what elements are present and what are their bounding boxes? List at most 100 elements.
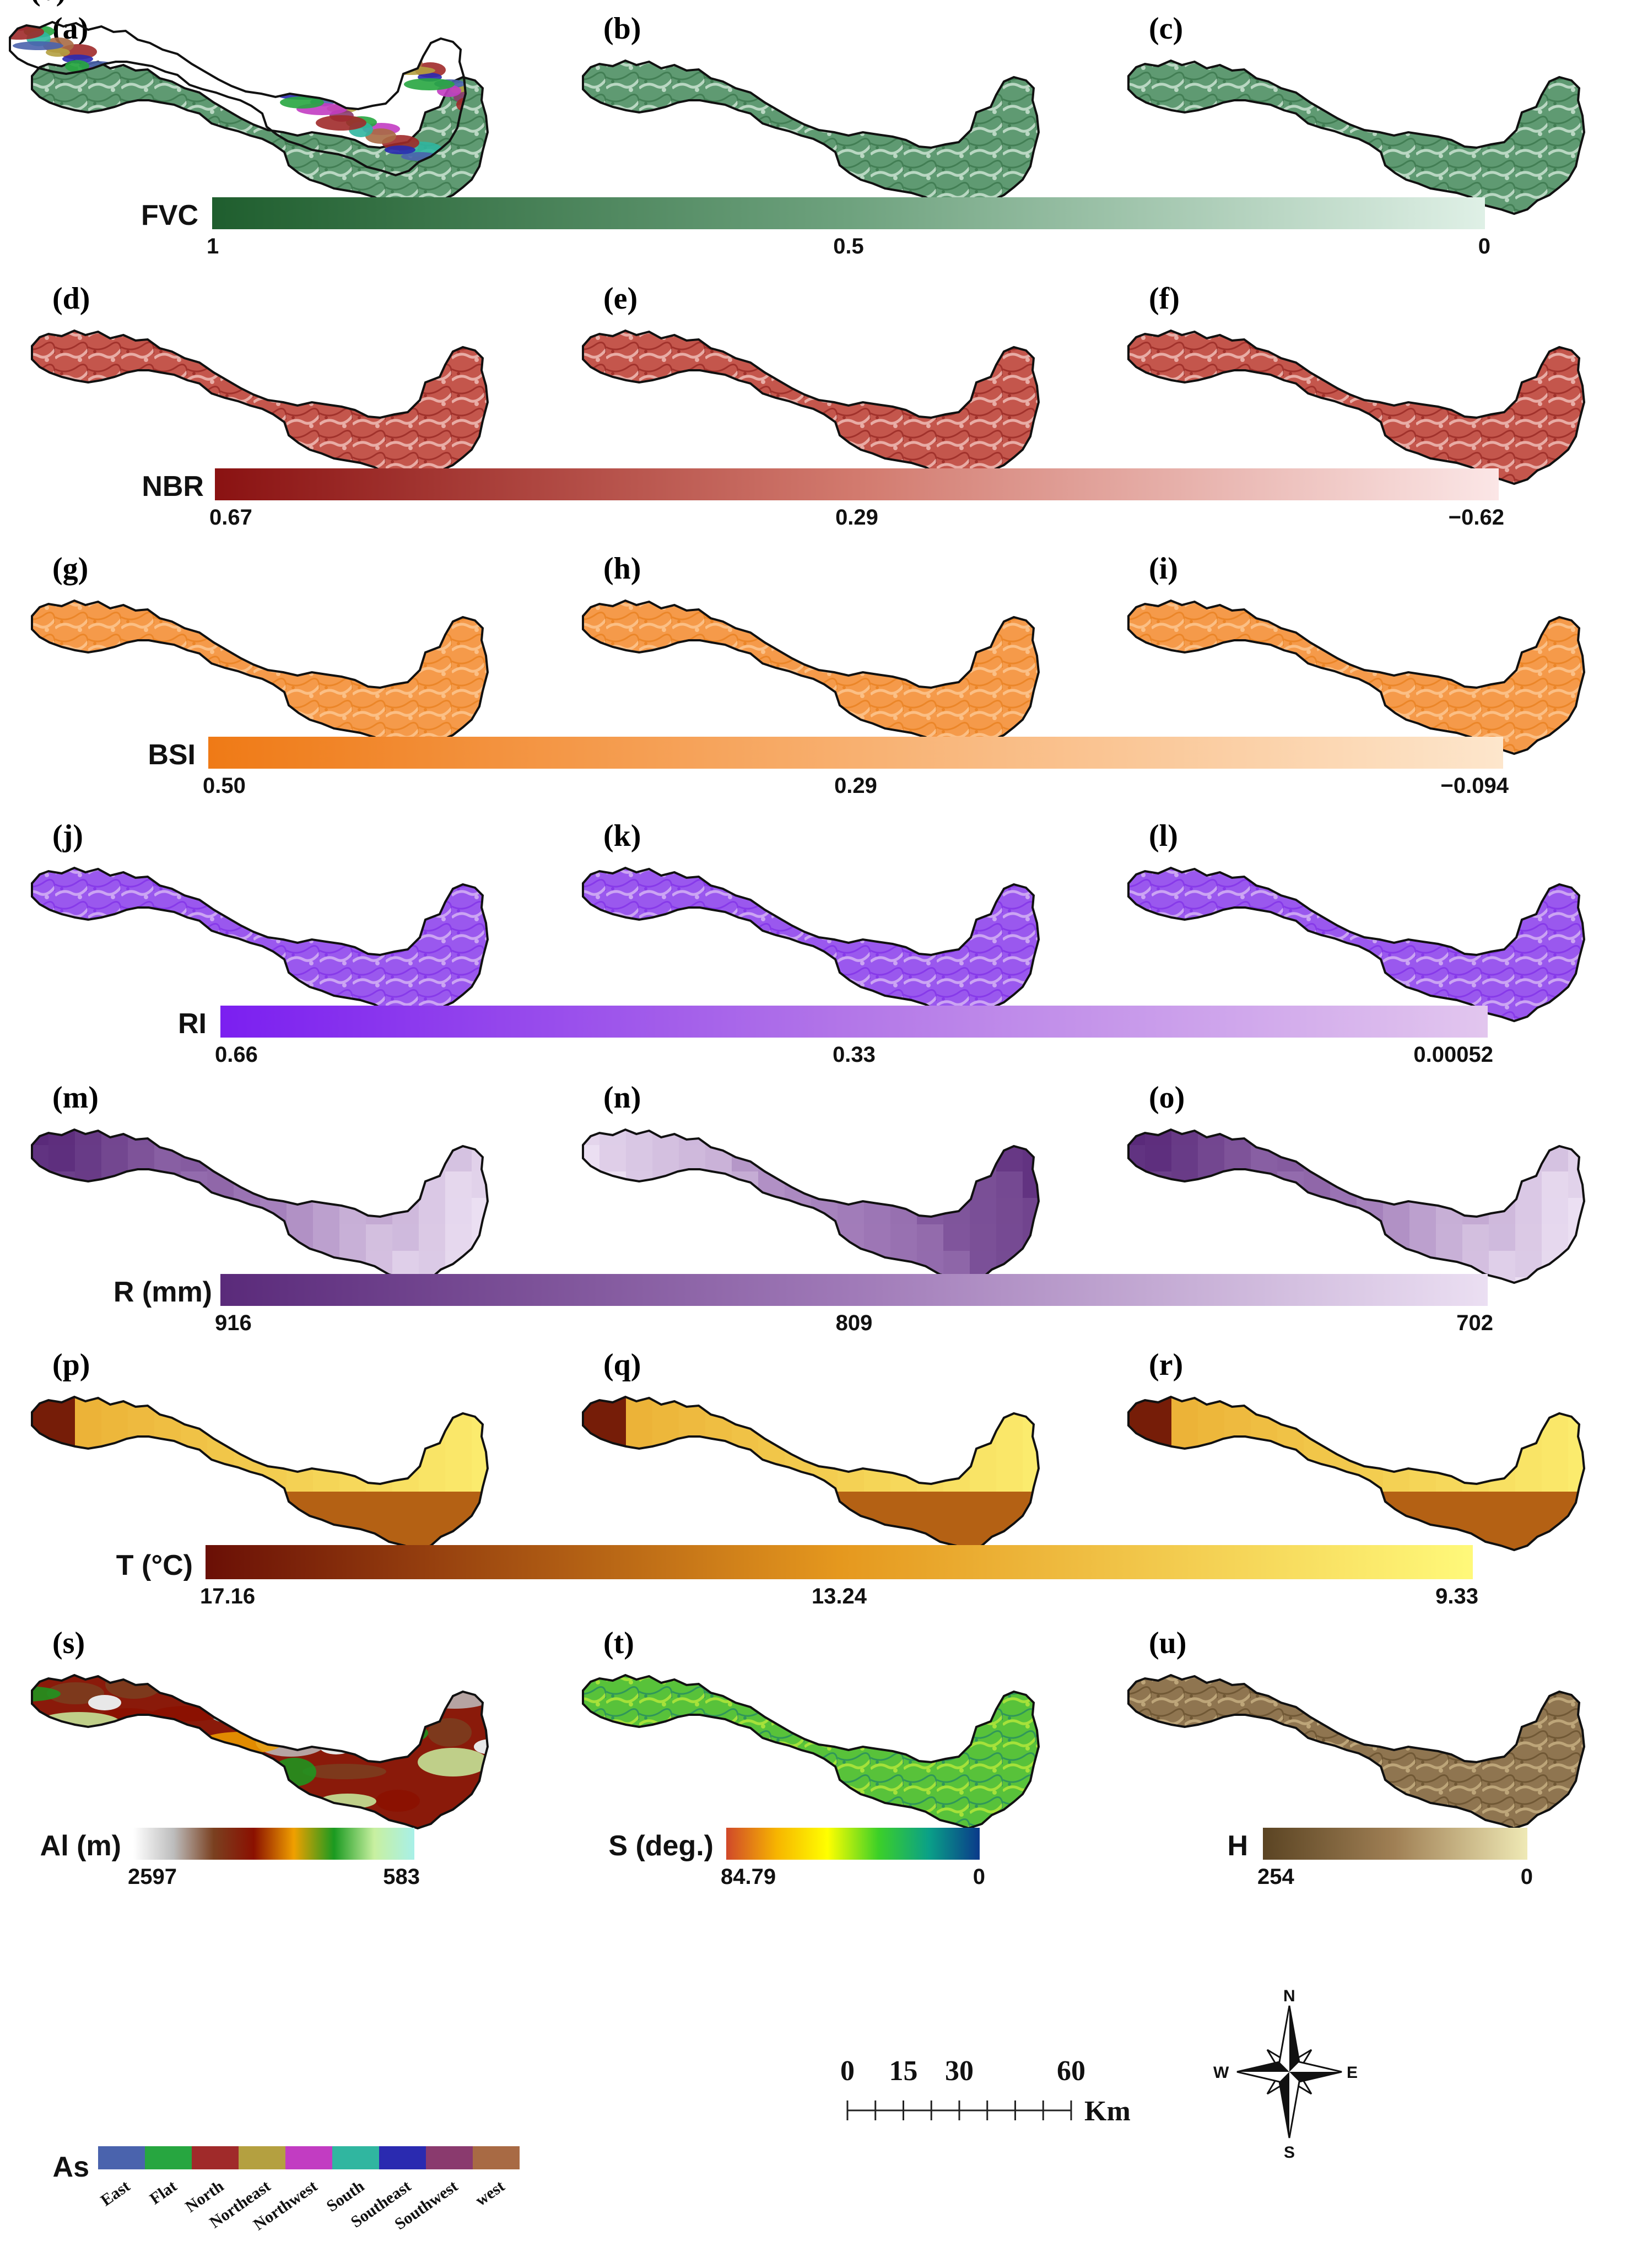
map-panel: (f) xyxy=(1127,282,1586,485)
map-fill xyxy=(1128,61,1584,214)
region-outline xyxy=(582,1395,1040,1552)
map-panel: (c) xyxy=(1127,12,1586,215)
legend-max-label: −0.62 xyxy=(1449,505,1504,530)
scale-label: 15 xyxy=(889,2055,918,2087)
region-outline xyxy=(582,866,1040,1023)
region-outline xyxy=(1127,599,1586,755)
panel-label: (u) xyxy=(1149,1626,1186,1660)
map-fill xyxy=(1128,331,1584,484)
legend-min-label: 84.79 xyxy=(721,1865,776,1889)
aspect-class-label: west xyxy=(472,2177,508,2210)
legend-al: Al (m) 2597 583 xyxy=(40,1828,420,1889)
aspect-class-swatch xyxy=(145,2146,192,2169)
compass-south-point xyxy=(1279,2072,1289,2138)
map-panel: (i) xyxy=(1127,552,1586,755)
colour-bar xyxy=(208,737,1503,769)
colour-bar xyxy=(220,1274,1488,1306)
legend-max-label: 702 xyxy=(1456,1311,1493,1335)
legend-max-label: 583 xyxy=(383,1865,420,1889)
aspect-class-swatch xyxy=(192,2146,239,2169)
panel-label: (n) xyxy=(603,1081,641,1115)
legend-min-label: 2597 xyxy=(128,1865,177,1889)
legend-max-label: 9.33 xyxy=(1435,1584,1478,1608)
compass-north-point xyxy=(1289,2006,1299,2072)
map-panel: (t) xyxy=(582,1626,1040,1830)
region-outline xyxy=(9,20,467,177)
map-panel: (o) xyxy=(1127,1081,1586,1284)
region-outline xyxy=(1127,1128,1586,1284)
map-fill xyxy=(32,868,488,1021)
map-panel: (j) xyxy=(31,819,489,1023)
map-panel: (k) xyxy=(582,819,1040,1023)
compass-east-point xyxy=(1289,2072,1342,2082)
compass-west-point xyxy=(1237,2062,1289,2072)
legend-s: S (deg.) 84.79 0 xyxy=(608,1828,985,1889)
map-fill xyxy=(1128,1397,1584,1550)
panel-label: (r) xyxy=(1149,1348,1183,1382)
region-outline xyxy=(31,866,489,1023)
panel-label: (v) xyxy=(30,0,66,7)
region-outline xyxy=(582,1673,1040,1830)
panel-label: (l) xyxy=(1149,819,1178,853)
region-outline xyxy=(31,1673,489,1830)
legend-name: R (mm) xyxy=(114,1276,212,1308)
aspect-class-swatch xyxy=(239,2146,285,2169)
aspect-class-label: Flat xyxy=(147,2177,180,2208)
legend-max-label: 0 xyxy=(1521,1865,1533,1889)
region-outline xyxy=(582,1128,1040,1284)
legend-max-label: −0.094 xyxy=(1441,774,1509,798)
map-fill xyxy=(583,601,1039,754)
region-outline xyxy=(31,329,489,485)
colour-bar xyxy=(215,468,1499,500)
panel-label: (c) xyxy=(1149,12,1183,46)
map-panel: (s) xyxy=(31,1626,489,1830)
legend-min-label: 1 xyxy=(207,234,219,258)
legend-name: T (°C) xyxy=(116,1549,193,1581)
region-outline xyxy=(1127,329,1586,485)
region-outline xyxy=(582,599,1040,755)
map-fill xyxy=(583,61,1039,214)
north-arrow-compass: N S E W xyxy=(1213,1987,1358,2162)
legend-ri: RI 0.66 0.33 0.00052 xyxy=(178,1006,1493,1067)
colour-bar xyxy=(1263,1828,1527,1860)
map-panel: (r) xyxy=(1127,1348,1586,1552)
map-panel: (n) xyxy=(582,1081,1040,1284)
map-fill xyxy=(1128,1675,1584,1828)
map-fill xyxy=(583,331,1039,484)
legend-t: T (°C) 17.16 13.24 9.33 xyxy=(116,1545,1478,1608)
legend-name: BSI xyxy=(148,739,196,771)
map-panel: (b) xyxy=(582,12,1040,215)
aspect-class-swatch xyxy=(426,2146,473,2169)
map-panel: (h) xyxy=(582,552,1040,755)
map-fill xyxy=(32,1675,488,1828)
region-outline xyxy=(31,1128,489,1284)
compass-s-label: S xyxy=(1284,2143,1295,2162)
colour-bar xyxy=(133,1828,414,1860)
map-fill xyxy=(32,1397,488,1550)
panel-label: (m) xyxy=(52,1081,99,1115)
legend-name: Al (m) xyxy=(40,1830,121,1862)
map-panel: (a) xyxy=(31,12,489,215)
legend-max-label: 0 xyxy=(1478,234,1490,258)
panel-label: (s) xyxy=(52,1626,85,1660)
scale-label: 60 xyxy=(1057,2055,1085,2087)
legend-r: R (mm)916 809 702 xyxy=(114,1274,1493,1335)
colour-bar xyxy=(726,1828,980,1860)
map-panel: (m) xyxy=(31,1081,489,1284)
scale-bar: 0 15 30 60 Km xyxy=(840,2055,1131,2127)
legend-name: RI xyxy=(178,1008,207,1040)
region-outline xyxy=(1127,1395,1586,1552)
region-outline xyxy=(31,59,489,215)
legend-mid-label: 809 xyxy=(836,1311,873,1335)
legend-mid-label: 0.33 xyxy=(833,1043,876,1067)
map-fill xyxy=(32,331,488,484)
legend-min-label: 17.16 xyxy=(200,1584,255,1608)
map-panel: (g) xyxy=(31,552,489,755)
legend-min-label: 916 xyxy=(215,1311,252,1335)
panel-label: (q) xyxy=(603,1348,641,1382)
colour-bar xyxy=(212,197,1485,229)
